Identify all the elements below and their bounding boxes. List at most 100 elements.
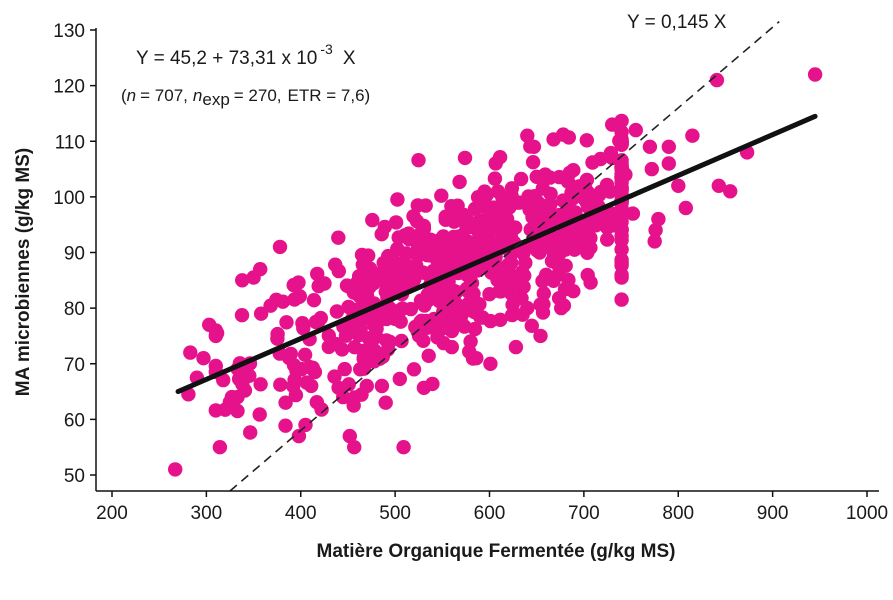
data-point bbox=[379, 311, 394, 327]
data-point bbox=[297, 347, 313, 362]
data-point bbox=[421, 348, 436, 363]
data-point bbox=[524, 318, 539, 333]
data-point bbox=[685, 128, 700, 143]
data-point bbox=[291, 428, 307, 444]
axes: 200 300 400 500 600 700 800 900 1000 50 60 70 80 90 10… bbox=[53, 21, 888, 524]
data-point bbox=[329, 304, 345, 319]
data-point bbox=[243, 425, 258, 440]
data-point bbox=[520, 300, 535, 316]
data-point bbox=[723, 184, 738, 199]
data-point bbox=[406, 209, 421, 224]
data-point bbox=[711, 178, 726, 193]
data-point bbox=[286, 378, 301, 394]
data-point bbox=[432, 233, 447, 248]
data-point bbox=[546, 243, 561, 259]
data-point bbox=[410, 198, 425, 213]
x-tick-label: 1000 bbox=[846, 503, 888, 524]
data-point bbox=[535, 273, 550, 289]
regression-equation: Y = 45,2 + 73,31 x 10 -3 X bbox=[136, 41, 356, 69]
data-point bbox=[661, 139, 676, 154]
data-point bbox=[614, 209, 629, 224]
regression-line bbox=[175, 113, 818, 395]
data-point bbox=[374, 378, 390, 394]
data-point bbox=[614, 228, 629, 243]
data-point bbox=[273, 377, 288, 392]
y-tick-label: 90 bbox=[64, 244, 85, 265]
data-point bbox=[253, 262, 268, 277]
data-point bbox=[579, 133, 594, 148]
data-point bbox=[479, 187, 494, 202]
data-point bbox=[359, 378, 374, 394]
data-point bbox=[577, 222, 593, 237]
data-point bbox=[393, 303, 408, 318]
data-point bbox=[355, 257, 370, 272]
data-point bbox=[444, 199, 459, 214]
data-point bbox=[513, 171, 529, 187]
data-point bbox=[337, 361, 352, 377]
data-point bbox=[411, 244, 426, 260]
data-point bbox=[218, 402, 233, 417]
regression-exponent: -3 bbox=[320, 41, 333, 57]
data-point bbox=[554, 300, 569, 316]
data-point bbox=[407, 272, 422, 287]
data-point bbox=[516, 279, 531, 294]
data-point bbox=[388, 215, 404, 230]
reference-line-label: Y = 0,145 X bbox=[627, 12, 727, 33]
data-point bbox=[457, 150, 473, 166]
data-point bbox=[483, 356, 498, 371]
data-point bbox=[709, 72, 725, 88]
data-point bbox=[505, 297, 520, 312]
data-point bbox=[531, 215, 546, 230]
data-point bbox=[403, 301, 419, 317]
data-point bbox=[230, 403, 245, 419]
x-tick-label: 800 bbox=[662, 503, 694, 524]
data-point bbox=[476, 199, 491, 214]
data-point bbox=[580, 267, 595, 283]
data-point bbox=[313, 310, 328, 326]
data-point bbox=[526, 139, 542, 154]
data-point bbox=[394, 333, 409, 349]
x-tick-label: 700 bbox=[568, 503, 600, 524]
data-point bbox=[378, 268, 393, 284]
data-point bbox=[231, 371, 247, 387]
data-point bbox=[449, 315, 465, 330]
data-point bbox=[279, 315, 294, 330]
data-point bbox=[382, 334, 397, 349]
data-point bbox=[392, 371, 407, 387]
data-point bbox=[331, 230, 346, 245]
data-point bbox=[224, 389, 240, 405]
data-point bbox=[396, 440, 411, 455]
data-point bbox=[518, 255, 533, 271]
data-point bbox=[283, 346, 298, 362]
data-point bbox=[525, 239, 541, 254]
x-tick-label: 400 bbox=[285, 503, 317, 524]
data-point bbox=[314, 402, 329, 417]
data-point bbox=[440, 294, 455, 310]
data-point bbox=[566, 284, 581, 299]
data-point bbox=[647, 234, 662, 249]
data-point bbox=[536, 286, 551, 301]
data-point bbox=[366, 275, 382, 291]
data-point bbox=[556, 193, 571, 208]
data-point bbox=[552, 207, 567, 223]
lines bbox=[175, 20, 818, 492]
y-axis-title: MA microbiennes (g/kg MS) bbox=[13, 148, 34, 396]
data-point bbox=[196, 351, 211, 366]
data-point bbox=[212, 440, 228, 455]
regression-stats: (n = 707, nexp = 270, ETR = 7,6) bbox=[121, 86, 370, 109]
data-point bbox=[605, 150, 620, 166]
data-point bbox=[463, 334, 478, 349]
data-point bbox=[598, 208, 613, 223]
data-point bbox=[234, 308, 250, 323]
x-tick-label: 300 bbox=[191, 503, 223, 524]
data-point bbox=[351, 327, 366, 343]
data-point bbox=[472, 214, 487, 229]
data-point bbox=[558, 258, 573, 273]
data-point bbox=[485, 240, 500, 255]
data-point bbox=[286, 358, 302, 373]
data-point bbox=[561, 130, 576, 145]
data-point bbox=[651, 211, 666, 227]
data-point bbox=[347, 440, 362, 455]
